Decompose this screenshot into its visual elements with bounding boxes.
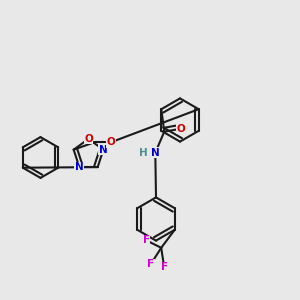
Text: F: F [147, 259, 154, 269]
Text: N: N [75, 162, 84, 172]
Text: O: O [84, 134, 93, 144]
Text: F: F [160, 262, 168, 272]
Text: F: F [142, 235, 150, 245]
Text: N: N [99, 145, 108, 155]
Text: H: H [139, 148, 148, 158]
Text: O: O [176, 124, 185, 134]
Text: O: O [107, 137, 116, 147]
Text: N: N [151, 148, 160, 158]
